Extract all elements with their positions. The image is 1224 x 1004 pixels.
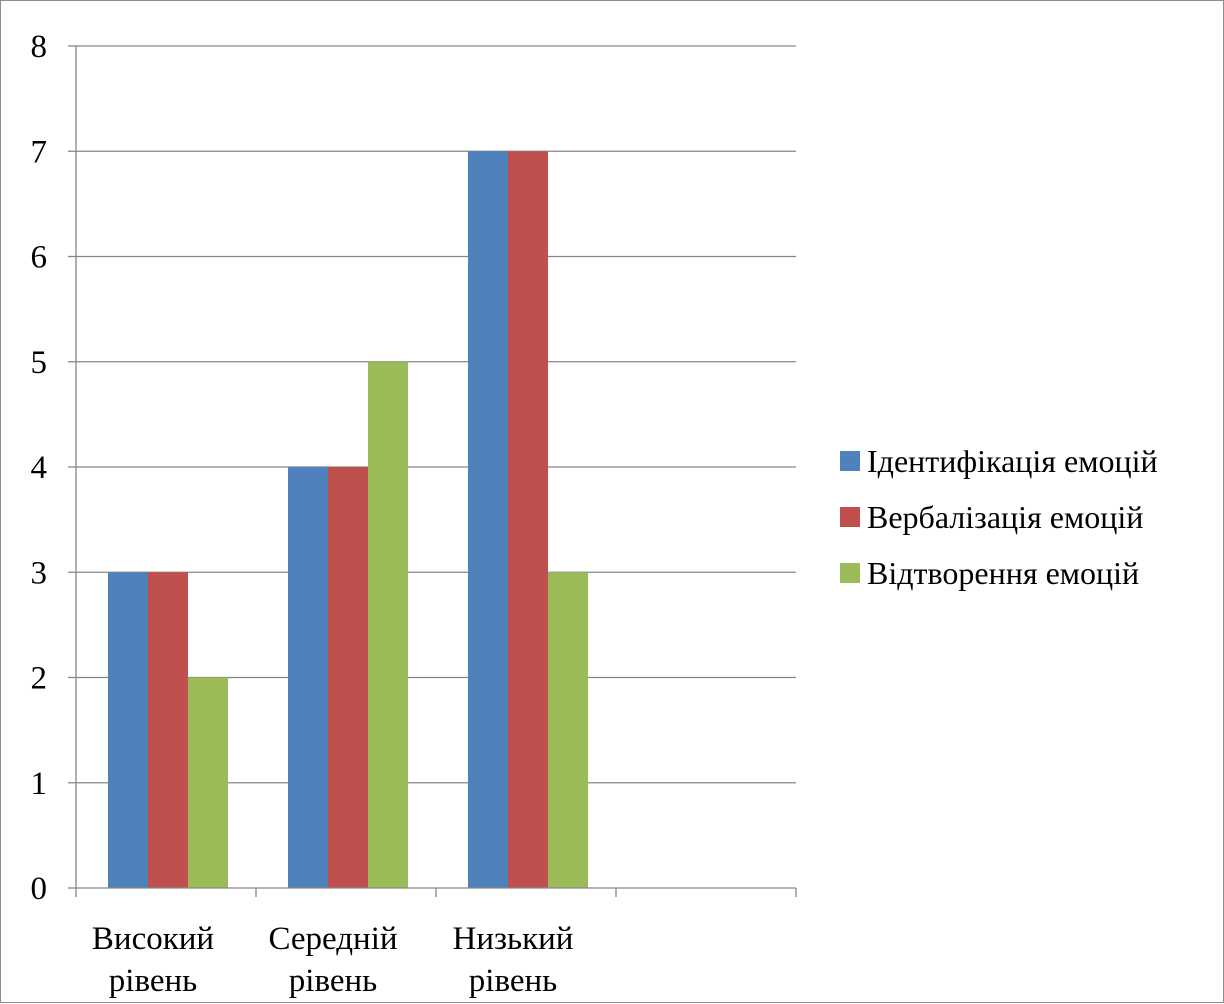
y-tick-label: 0	[31, 871, 48, 907]
y-tick-labels: 0 1 2 3 4 5 6 7 8	[31, 29, 48, 907]
bar	[328, 467, 368, 888]
y-tick-label: 4	[31, 450, 48, 486]
bar	[188, 677, 228, 888]
legend-label: Відтворення емоцій	[867, 555, 1139, 591]
category-label: рівень	[469, 963, 557, 999]
y-tick-label: 2	[31, 661, 48, 697]
legend-label: Вербалізація емоцій	[867, 499, 1143, 535]
bar	[368, 361, 408, 888]
y-tick-label: 5	[31, 345, 48, 381]
legend: Ідентифікація емоцій Вербалізація емоцій В…	[840, 443, 1158, 591]
y-tick-label: 1	[31, 766, 48, 802]
category-label: Високий	[92, 921, 214, 957]
bar	[548, 572, 588, 888]
legend-swatch	[840, 507, 860, 527]
category-labels: Високий рівень Середній рівень Низький рівень	[92, 921, 574, 999]
bar	[288, 467, 328, 888]
bar	[508, 151, 548, 888]
legend-swatch	[840, 451, 860, 471]
y-tick-label: 3	[31, 555, 48, 591]
bar	[468, 151, 508, 888]
category-label: Низький	[453, 921, 574, 957]
category-label: рівень	[289, 963, 377, 999]
legend-swatch	[840, 563, 860, 583]
axes	[68, 45, 797, 897]
y-tick-label: 8	[31, 29, 48, 65]
bar	[108, 572, 148, 888]
y-tick-label: 7	[31, 134, 48, 170]
category-label: Середній	[268, 921, 397, 957]
category-label: рівень	[109, 963, 197, 999]
y-tick-label: 6	[31, 240, 48, 276]
bars	[108, 151, 588, 888]
bar	[148, 572, 188, 888]
legend-label: Ідентифікація емоцій	[867, 443, 1158, 479]
